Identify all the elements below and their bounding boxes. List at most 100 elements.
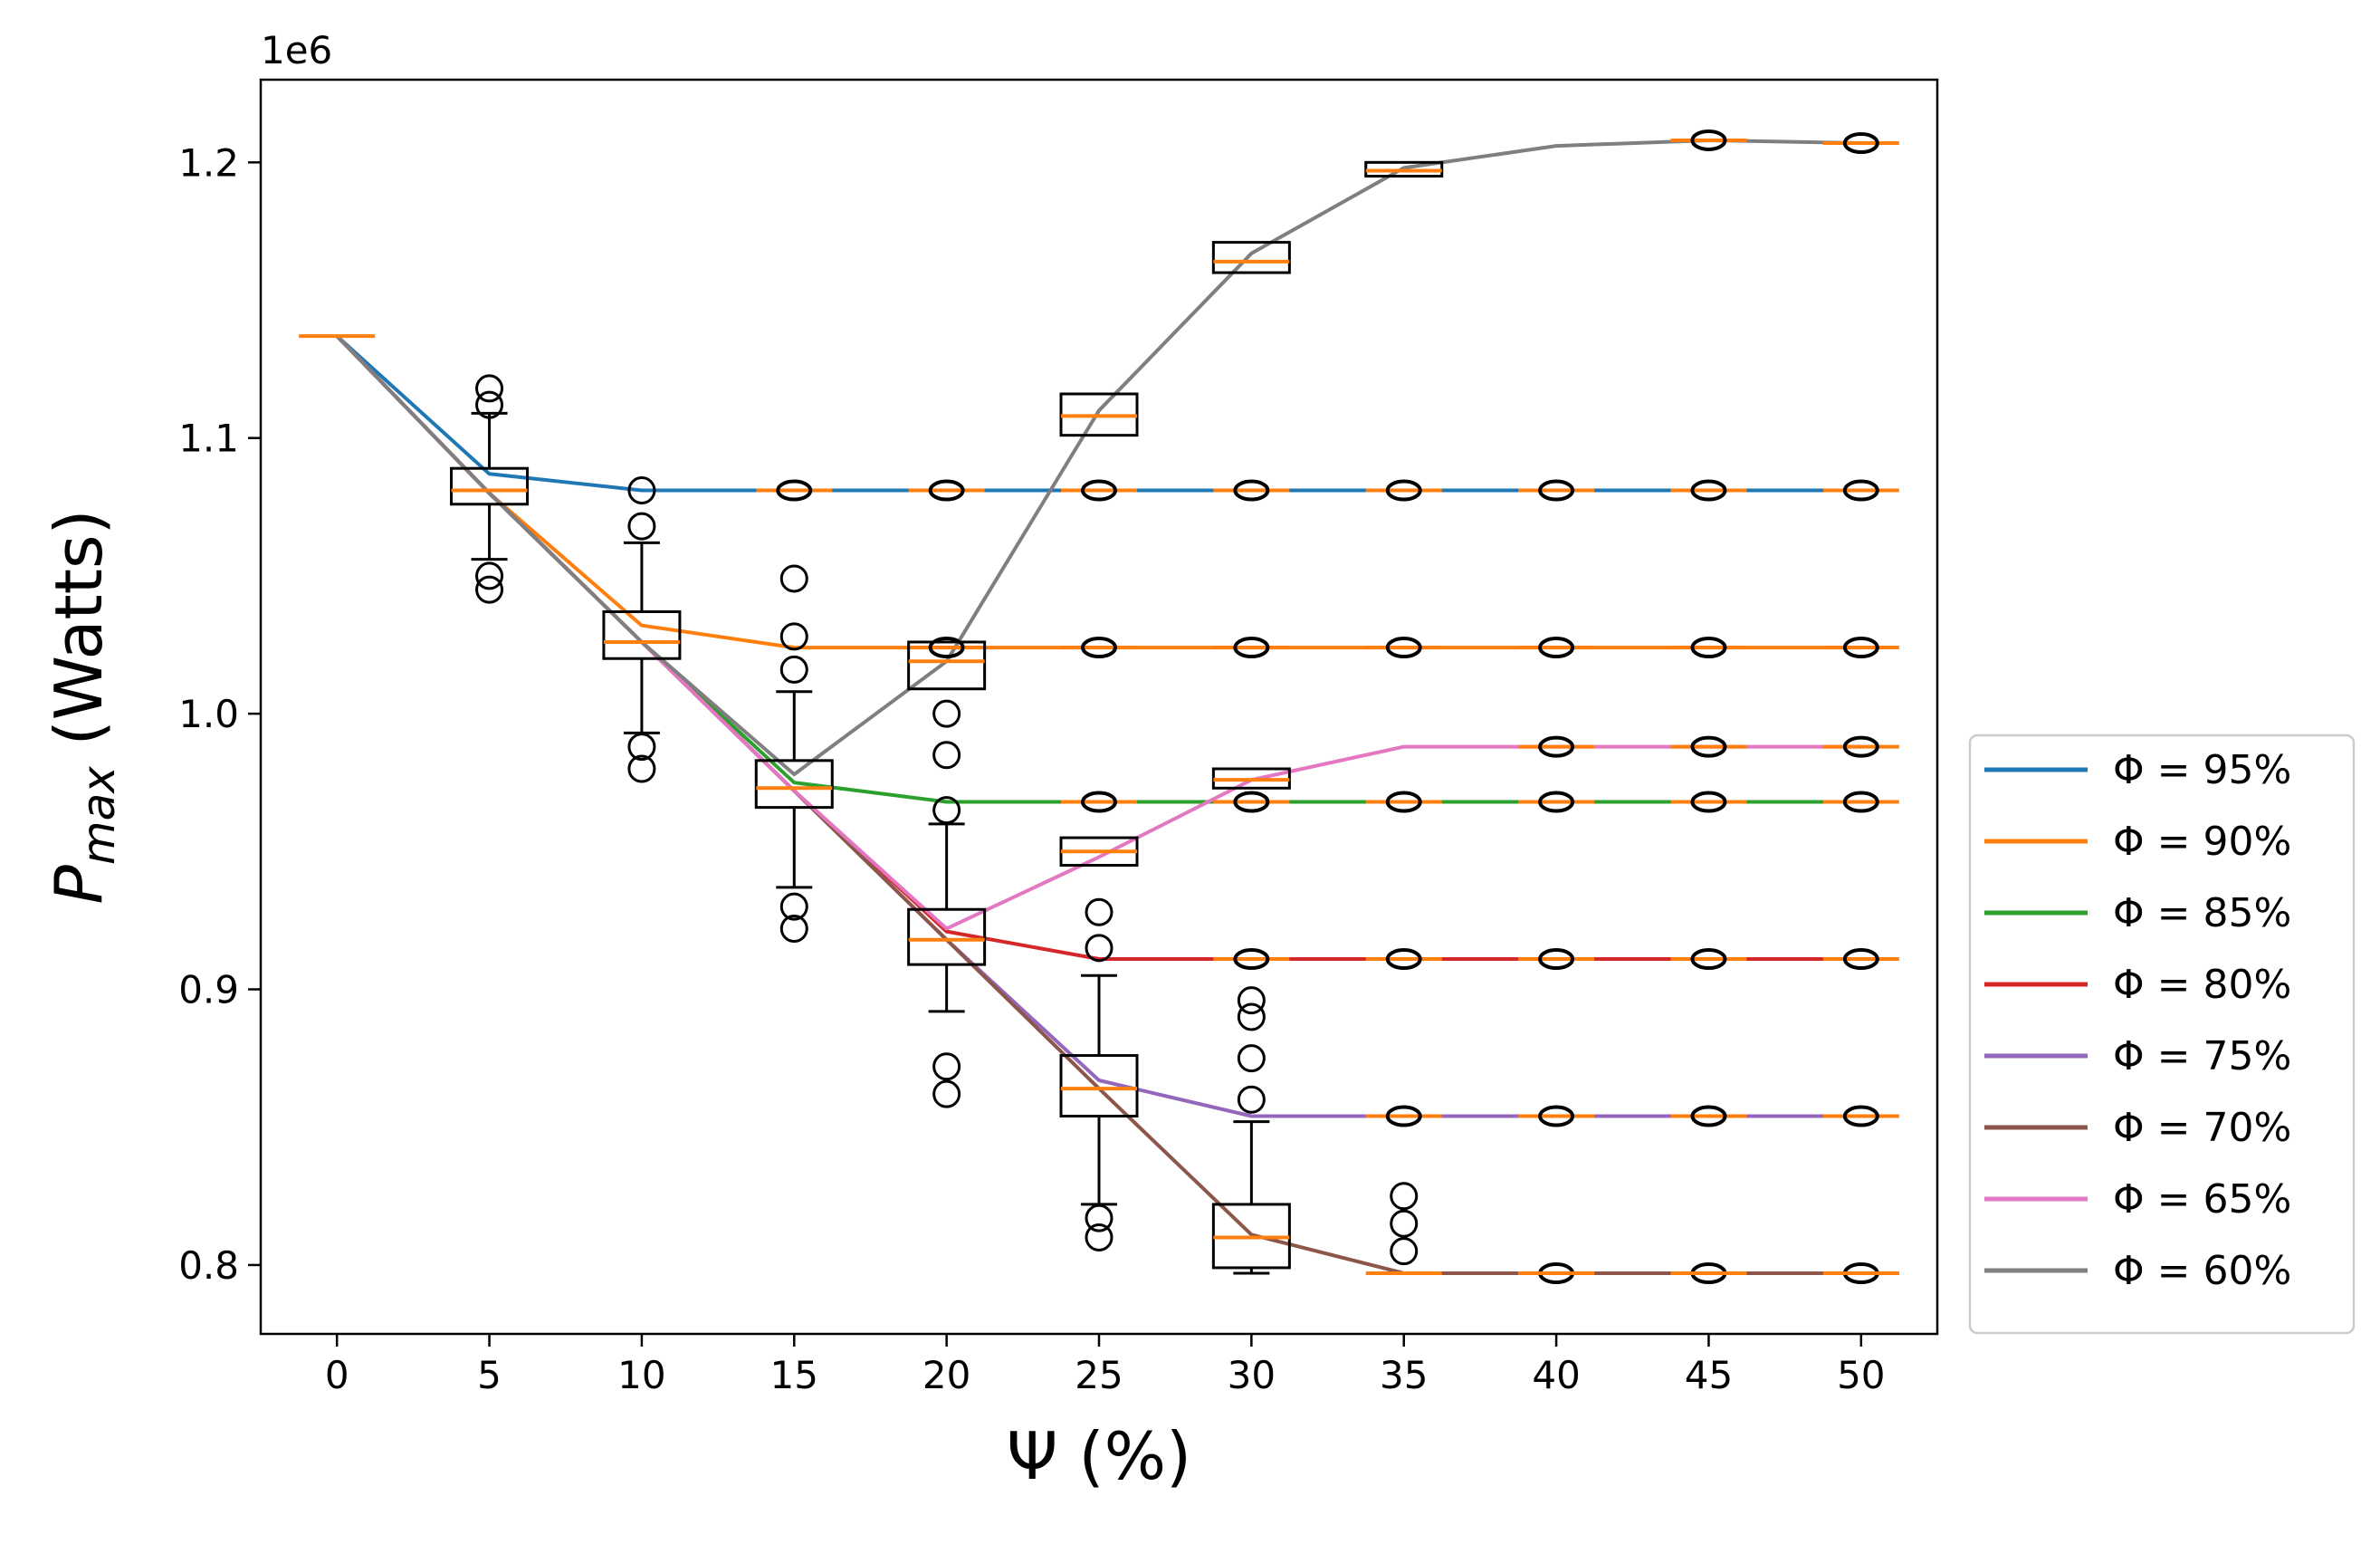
outlier-3-3 [779, 622, 808, 651]
legend-label-0: Φ = 95% [2113, 747, 2291, 793]
legend-label-7: Φ = 60% [2113, 1248, 2291, 1294]
y-tick-label-2: 1.0 [178, 692, 239, 736]
outlier-4-1 [932, 1052, 961, 1081]
outlier-5-2 [1085, 934, 1114, 963]
outlier-4-2 [932, 796, 961, 825]
legend-label-5: Φ = 70% [2113, 1105, 2291, 1151]
outlier-2-0 [627, 754, 656, 783]
outlier-marker-2-7 [1385, 791, 1422, 813]
legend-label-4: Φ = 75% [2113, 1033, 2291, 1079]
outlier-marker-1-10 [1842, 637, 1879, 659]
outlier-6-3 [1237, 986, 1266, 1015]
outlier-1-3 [475, 374, 504, 403]
outlier-marker-3-7 [1385, 948, 1422, 971]
outlier-marker-4-9 [1690, 1105, 1727, 1127]
outlier-3-0 [779, 915, 808, 944]
outlier-5-1 [1085, 1204, 1114, 1232]
outlier-6-1 [1237, 1044, 1266, 1073]
outlier-4-4 [932, 699, 961, 728]
outlier-2-1 [627, 733, 656, 762]
y-tick-label-3: 1.1 [178, 417, 239, 461]
x-tick-label-4: 20 [922, 1353, 970, 1397]
outlier-marker-1-8 [1538, 637, 1575, 659]
outlier-marker-2-10 [1842, 791, 1879, 813]
x-tick-label-10: 50 [1837, 1353, 1885, 1397]
x-tick-label-8: 40 [1532, 1353, 1580, 1397]
series-line-7 [335, 139, 1861, 777]
x-tick-label-0: 0 [325, 1353, 349, 1397]
outlier-7-0 [1390, 1237, 1419, 1266]
x-tick-label-2: 10 [617, 1353, 665, 1397]
outlier-marker-0-7 [1385, 479, 1422, 502]
outlier-1-1 [475, 561, 504, 590]
outlier-marker-1-4 [928, 637, 965, 659]
extra-box-3 [1211, 241, 1291, 274]
y-label-subscript: max [72, 766, 125, 865]
x-tick-label-9: 45 [1685, 1353, 1733, 1397]
outlier-marker-6-8 [1538, 735, 1575, 758]
y-label-main: P [41, 865, 117, 905]
outlier-3-1 [779, 892, 808, 921]
outlier-marker-7-9 [1690, 129, 1727, 151]
outlier-marker-3-10 [1842, 948, 1879, 971]
outlier-marker-0-6 [1233, 479, 1270, 502]
outlier-marker-2-6 [1233, 791, 1270, 813]
box-5 [1059, 1054, 1139, 1118]
outlier-marker-2-9 [1690, 791, 1727, 813]
outlier-6-0 [1237, 1085, 1266, 1114]
y-tick-label-1: 0.9 [178, 968, 239, 1012]
outlier-marker-0-10 [1842, 479, 1879, 502]
outlier-marker-4-10 [1842, 1105, 1879, 1127]
outlier-marker-0-8 [1538, 479, 1575, 502]
series-line-6 [335, 334, 1861, 931]
series-layer [335, 139, 1861, 1275]
y-tick-label-4: 1.2 [178, 140, 239, 185]
outlier-2-3 [627, 476, 656, 505]
x-axis-label: Ψ (%) [1007, 1418, 1191, 1494]
outlier-4-0 [932, 1079, 961, 1108]
boxplot-layer [299, 129, 1899, 1285]
outlier-1-2 [475, 390, 504, 419]
x-tick-label-3: 15 [770, 1353, 818, 1397]
outlier-marker-4-8 [1538, 1105, 1575, 1127]
legend-label-2: Φ = 85% [2113, 890, 2291, 936]
y-axis: 0.8 0.9 1.0 1.1 1.2 [178, 140, 261, 1288]
outlier-3-4 [779, 564, 808, 593]
legend-label-6: Φ = 65% [2113, 1176, 2291, 1223]
x-tick-label-1: 5 [477, 1353, 502, 1397]
x-axis: 0 5 10 15 20 25 30 35 40 45 50 [325, 1334, 1886, 1397]
x-tick-label-7: 35 [1380, 1353, 1428, 1397]
outlier-4-3 [932, 741, 961, 770]
y-axis-label: Pmax (Watts) [41, 509, 125, 904]
y-label-unit: (Watts) [41, 509, 117, 766]
y-tick-label-0: 0.8 [178, 1243, 239, 1288]
outlier-7-2 [1390, 1182, 1419, 1211]
box-1 [450, 466, 530, 506]
outlier-marker-0-5 [1081, 479, 1117, 502]
outlier-marker-6-10 [1842, 735, 1879, 758]
legend: Φ = 95% Φ = 90% Φ = 85% Φ = 80% Φ = 75% Φ = 7… [1968, 734, 2356, 1335]
outlier-marker-1-9 [1690, 637, 1727, 659]
outlier-marker-3-6 [1233, 948, 1270, 971]
outlier-marker-0-9 [1690, 479, 1727, 502]
x-tick-label-6: 30 [1228, 1353, 1276, 1397]
y-offset-text: 1e6 [261, 28, 332, 72]
outlier-marker-3-8 [1538, 948, 1575, 971]
outlier-marker-1-5 [1081, 637, 1117, 659]
outlier-5-0 [1085, 1223, 1114, 1252]
box-3 [754, 759, 834, 810]
outlier-1-0 [475, 575, 504, 604]
outlier-6-2 [1237, 1002, 1266, 1031]
outlier-marker-1-6 [1233, 637, 1270, 659]
outlier-marker-6-9 [1690, 735, 1727, 758]
outlier-marker-4-7 [1385, 1105, 1422, 1127]
outlier-marker-3-9 [1690, 948, 1727, 971]
outlier-marker-0-4 [928, 479, 965, 502]
legend-label-3: Φ = 80% [2113, 962, 2291, 1008]
legend-frame [1968, 734, 2356, 1335]
outlier-marker-2-5 [1081, 791, 1117, 813]
outlier-marker-7-10 [1842, 132, 1879, 155]
extra-box-0 [907, 640, 987, 691]
